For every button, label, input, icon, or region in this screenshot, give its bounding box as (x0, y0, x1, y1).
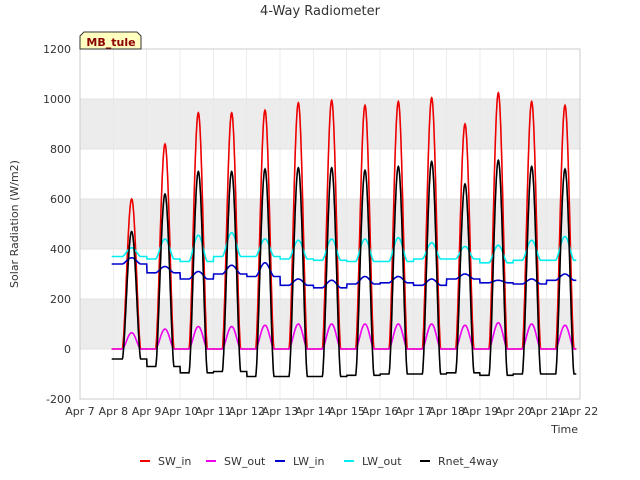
legend-label: Rnet_4way (438, 455, 499, 468)
legend-item-lw-out: LW_out (344, 455, 402, 468)
x-tick-label: Apr 14 (295, 405, 332, 418)
y-tick-label: 600 (50, 193, 71, 206)
station-label-box: MB_tule (79, 31, 142, 50)
x-tick-label: Apr 18 (428, 405, 465, 418)
series-line-lw-in (111, 257, 577, 289)
x-tick-label: Apr 22 (562, 405, 599, 418)
x-tick-label: Apr 9 (132, 405, 162, 418)
y-tick-label: 1200 (43, 43, 71, 56)
x-tick-label: Apr 12 (228, 405, 265, 418)
y-axis-ticks: -200 0 200 400 600 800 1000 1200 (43, 43, 71, 406)
legend-item-lw-in: LW_in (275, 455, 325, 468)
x-axis-label: Time (550, 423, 578, 436)
x-tick-label: Apr 7 (65, 405, 95, 418)
x-tick-label: Apr 15 (328, 405, 365, 418)
x-tick-label: Apr 8 (99, 405, 129, 418)
x-tick-label: Apr 19 (462, 405, 499, 418)
y-tick-label: 400 (50, 243, 71, 256)
series-line-rnet-4way (111, 158, 577, 378)
series-line-sw-out (111, 322, 577, 350)
x-tick-label: Apr 11 (195, 405, 232, 418)
chart-title: 4-Way Radiometer (260, 4, 381, 19)
y-axis-label: Solar Radiation (W/m2) (8, 160, 21, 288)
legend-label: SW_out (224, 455, 266, 468)
legend-label: LW_in (293, 455, 325, 468)
y-tick-label: 1000 (43, 93, 71, 106)
x-tick-label: Apr 13 (262, 405, 299, 418)
x-tick-label: Apr 10 (162, 405, 199, 418)
x-tick-label: Apr 21 (528, 405, 565, 418)
legend-item-sw-out: SW_out (206, 455, 266, 468)
series-line-lw-out (111, 232, 577, 264)
y-tick-label: 800 (50, 143, 71, 156)
y-tick-label: 0 (64, 343, 71, 356)
legend: SW_in SW_out LW_in LW_out Rnet_4way (140, 455, 499, 468)
x-tick-label: Apr 16 (362, 405, 399, 418)
plot-frame (79, 48, 581, 400)
legend-item-sw-in: SW_in (140, 455, 191, 468)
x-tick-label: Apr 20 (495, 405, 532, 418)
legend-label: LW_out (362, 455, 402, 468)
legend-label: SW_in (158, 455, 191, 468)
y-tick-label: 200 (50, 293, 71, 306)
series-layer (111, 91, 577, 378)
station-label: MB_tule (86, 36, 135, 49)
x-tick-label: Apr 17 (395, 405, 432, 418)
legend-item-rnet-4way: Rnet_4way (420, 455, 499, 468)
y-tick-label: -200 (46, 393, 71, 406)
